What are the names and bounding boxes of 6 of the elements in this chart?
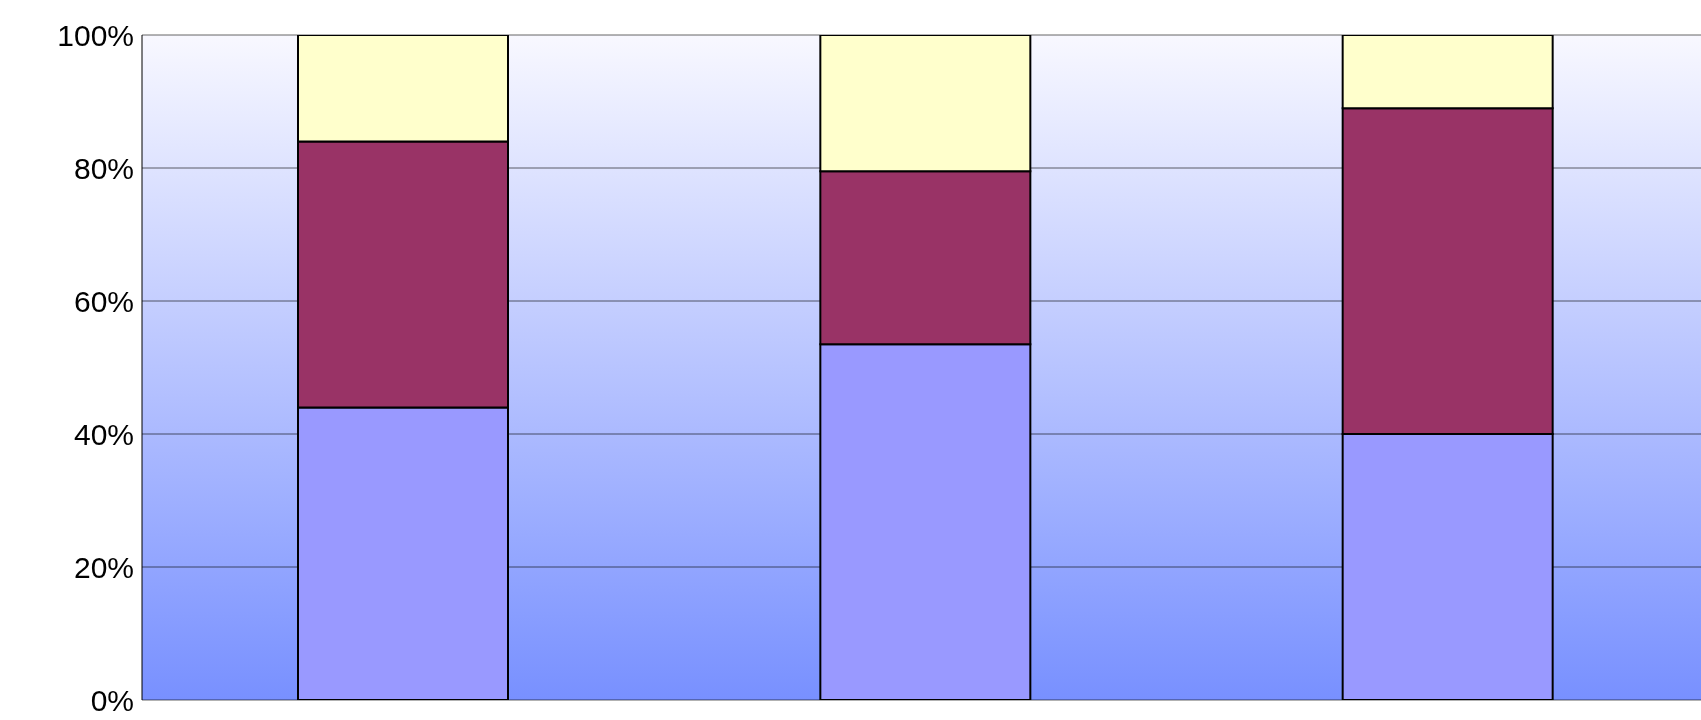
y-tick-label: 100% <box>57 18 134 52</box>
y-tick-label: 0% <box>90 683 134 717</box>
y-tick-label: 60% <box>73 284 134 318</box>
y-tick-label: 20% <box>73 550 134 584</box>
y-tick-label: 80% <box>73 151 134 185</box>
y-tick-label: 40% <box>73 417 134 451</box>
